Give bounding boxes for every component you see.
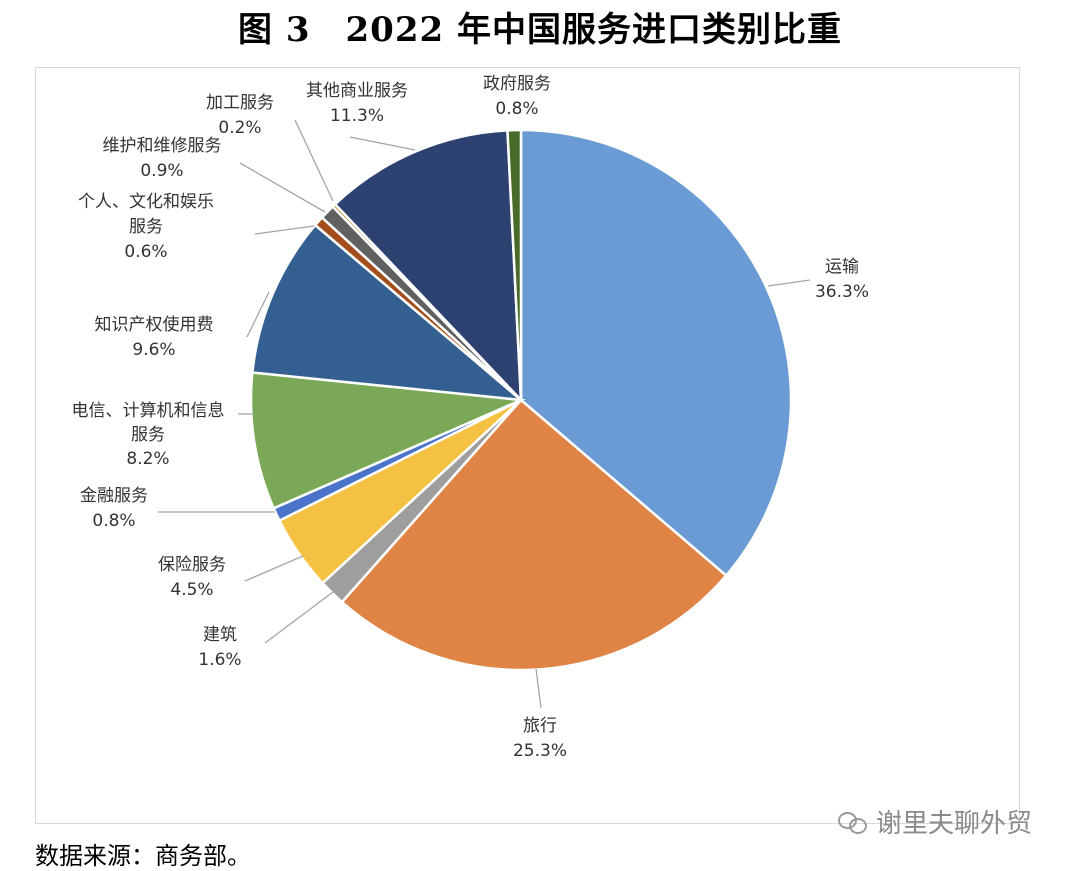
- slice-value-label: 0.8%: [495, 99, 538, 119]
- slice-category-label: 个人、文化和娱乐: [78, 192, 214, 212]
- slice-category-label: 加工服务: [206, 93, 274, 113]
- slice-category-label: 建筑: [203, 625, 237, 645]
- pie-slice: [519, 128, 793, 578]
- leader-line: [294, 119, 334, 202]
- slice-value-label: 0.2%: [218, 118, 261, 138]
- chart-title: 图 3 2022 年中国服务进口类别比重: [238, 10, 842, 50]
- slice-value-label: 0.6%: [124, 242, 167, 262]
- slice-category-label: 运输: [825, 257, 859, 277]
- pie-slice: [251, 223, 525, 402]
- leader-line: [246, 291, 270, 338]
- leader-line: [244, 555, 304, 582]
- slice-category-label: 知识产权使用费: [95, 314, 214, 335]
- slice-value-label: 4.5%: [170, 580, 213, 600]
- leader-line: [349, 136, 416, 151]
- slice-category-label: 政府服务: [483, 74, 551, 94]
- pie-chart: 运输 36.3% 旅行 25.3% 建筑 1.6% 保险服务 4.5% 金融服务 0.8% 电信、计…: [72, 74, 870, 761]
- pie-slice: [340, 398, 728, 672]
- slice-value-label: 1.6%: [198, 650, 241, 670]
- slice-category-label: 维护和维修服务: [103, 136, 222, 156]
- leader-line: [264, 591, 334, 644]
- slice-category-label: 电信、计算机和信息: [72, 401, 225, 421]
- source-note: 数据来源：商务部。: [35, 842, 251, 870]
- wechat-icon: [838, 810, 868, 834]
- slice-value-label: 11.3%: [330, 106, 384, 126]
- watermark: 谢里夫聊外贸: [838, 803, 1032, 840]
- leader-line: [239, 162, 326, 213]
- slice-category-label: 金融服务: [80, 486, 148, 506]
- slice-value-label: 9.6%: [132, 340, 175, 360]
- pie-slice: [333, 129, 523, 404]
- slice-value-label: 0.9%: [140, 161, 183, 181]
- pie-slice: [249, 371, 526, 510]
- leader-line: [254, 225, 315, 235]
- slice-category-label: 旅行: [523, 716, 557, 736]
- pie-slice: [506, 128, 523, 401]
- slice-value-label: 36.3%: [815, 282, 869, 302]
- slice-category-label: 服务: [131, 425, 165, 445]
- slice-category-label: 服务: [129, 217, 163, 237]
- leader-line: [535, 668, 542, 709]
- slice-value-label: 25.3%: [513, 741, 567, 761]
- leader-line: [767, 279, 811, 287]
- slice-value-label: 8.2%: [126, 449, 169, 469]
- slice-value-label: 0.8%: [92, 511, 135, 531]
- chart-frame: [35, 67, 1020, 824]
- slice-category-label: 保险服务: [158, 555, 226, 575]
- watermark-text: 谢里夫聊外贸: [876, 809, 1033, 839]
- slice-category-label: 其他商业服务: [306, 81, 408, 101]
